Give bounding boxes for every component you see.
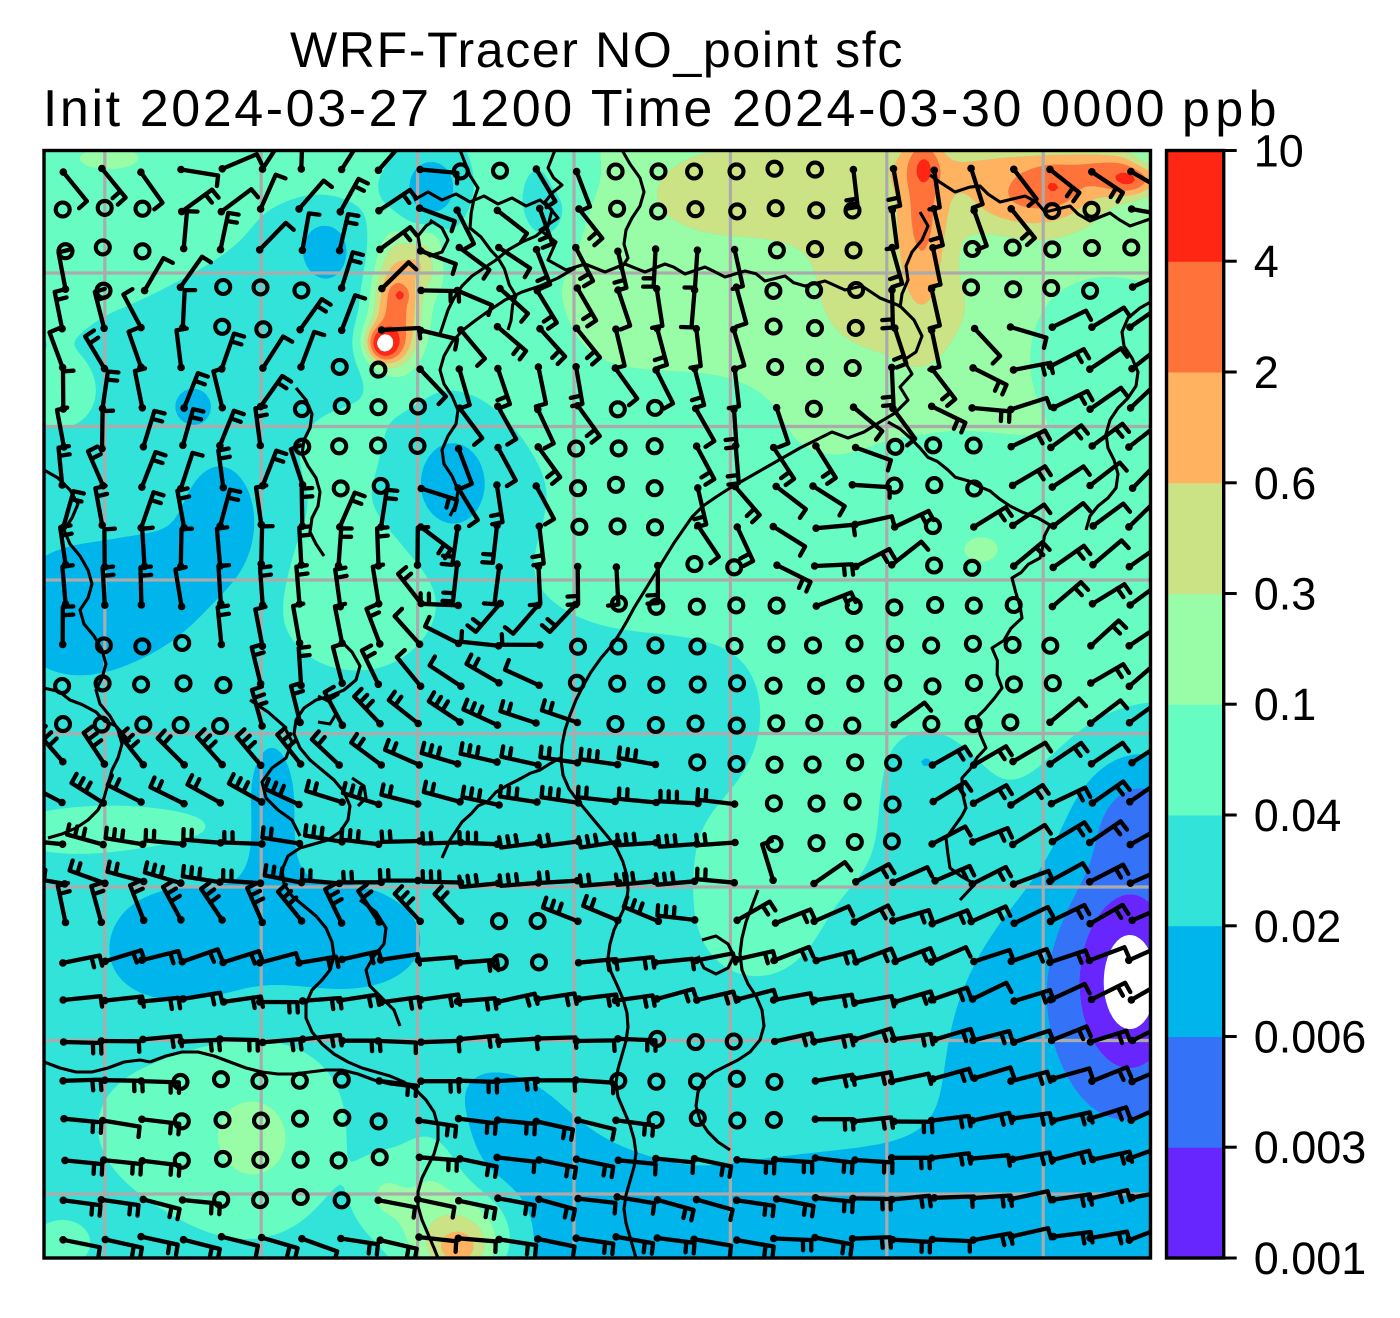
svg-text:0.6: 0.6: [1254, 458, 1317, 509]
svg-text:0.001: 0.001: [1254, 1233, 1367, 1284]
svg-text:WRF-Tracer NO_point sfc: WRF-Tracer NO_point sfc: [290, 22, 904, 78]
svg-text:0.003: 0.003: [1254, 1122, 1367, 1173]
svg-text:0.04: 0.04: [1254, 790, 1342, 841]
svg-text:Init 2024-03-27 1200 Time 2024: Init 2024-03-27 1200 Time 2024-03-30 000…: [43, 80, 1167, 138]
svg-text:0.02: 0.02: [1254, 901, 1342, 952]
svg-text:4: 4: [1254, 236, 1279, 287]
svg-text:10: 10: [1254, 126, 1304, 177]
svg-text:ppb: ppb: [1182, 81, 1282, 137]
svg-text:0.006: 0.006: [1254, 1012, 1367, 1063]
svg-text:0.1: 0.1: [1254, 679, 1317, 730]
svg-text:0.3: 0.3: [1254, 569, 1317, 620]
svg-text:2: 2: [1254, 347, 1279, 398]
